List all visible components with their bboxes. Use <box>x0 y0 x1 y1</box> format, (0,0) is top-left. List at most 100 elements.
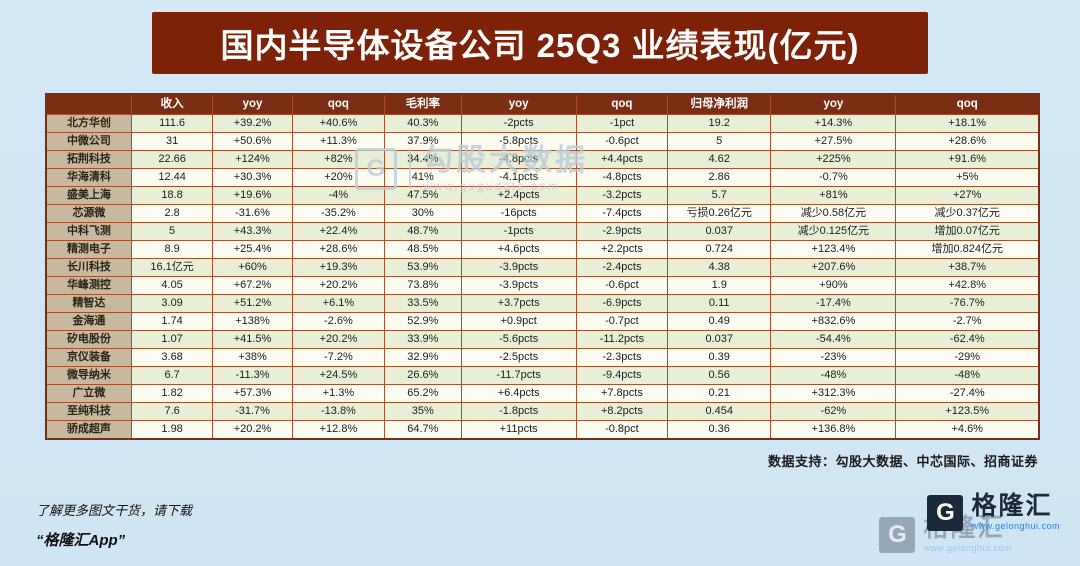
table-row: 金海通 1.74 +138% -2.6% 52.9% +0.9pct -0.7pct 0.49… <box>45 312 1040 331</box>
data-cell: 30% <box>384 204 462 223</box>
company-name: 中科飞测 <box>45 222 132 241</box>
data-cell: +39.2% <box>212 114 293 133</box>
data-cell: 2.86 <box>667 168 772 187</box>
column-header: qoq <box>575 93 669 115</box>
data-cell: +8.2pcts <box>575 402 669 421</box>
data-cell: 1.07 <box>130 330 214 349</box>
data-source-note: 数据支持：勾股大数据、中芯国际、招商证券 <box>767 454 1038 469</box>
results-table: 收入 yoy qoq 毛利率 yoy qoq 归母净利润 yoy qoq 北方华创 111.6 +3… <box>45 93 1040 440</box>
data-cell: -9.4pcts <box>575 366 669 385</box>
data-cell: 16.1亿元 <box>130 258 214 277</box>
data-cell: 0.037 <box>667 330 772 349</box>
data-cell: +60% <box>212 258 293 277</box>
company-name: 芯源微 <box>45 204 132 223</box>
data-cell: 73.8% <box>384 276 462 295</box>
data-cell: -0.7% <box>770 168 897 187</box>
table-row: 中微公司 31 +50.6% +11.3% 37.9% -5.8pcts -0.6pct 5 +… <box>45 132 1040 151</box>
column-header: qoq <box>291 93 386 115</box>
page-title: 国内半导体设备公司 25Q3 业绩表现(亿元) <box>152 12 928 74</box>
data-cell: +20.2% <box>291 330 386 349</box>
data-cell: 0.454 <box>667 402 772 421</box>
data-cell: 6.7 <box>130 366 214 385</box>
company-name: 拓荆科技 <box>45 150 132 169</box>
data-cell: +43.3% <box>212 222 293 241</box>
column-header: yoy <box>460 93 577 115</box>
data-cell: -16pcts <box>460 204 577 223</box>
company-name: 长川科技 <box>45 258 132 277</box>
data-cell: -4.8pcts <box>575 168 669 187</box>
company-name: 金海通 <box>45 312 132 331</box>
company-name: 微导纳米 <box>45 366 132 385</box>
data-cell: 48.7% <box>384 222 462 241</box>
data-cell: 减少0.125亿元 <box>770 222 897 241</box>
column-header: 归母净利润 <box>667 93 772 115</box>
data-cell: -54.4% <box>770 330 897 349</box>
data-cell: -11.7pcts <box>460 366 577 385</box>
data-cell: +1.3% <box>291 384 386 403</box>
data-cell: 增加0.824亿元 <box>895 240 1040 259</box>
data-cell: -27.4% <box>895 384 1040 403</box>
data-cell: 65.2% <box>384 384 462 403</box>
data-cell: +40.6% <box>291 114 386 133</box>
data-cell: -1pct <box>575 114 669 133</box>
column-header: yoy <box>770 93 897 115</box>
company-name: 北方华创 <box>45 114 132 133</box>
data-cell: 64.7% <box>384 420 462 440</box>
data-cell: 33.9% <box>384 330 462 349</box>
data-cell: -3.2pcts <box>575 186 669 205</box>
data-cell: -76.7% <box>895 294 1040 313</box>
data-cell: -23% <box>770 348 897 367</box>
data-cell: +124% <box>212 150 293 169</box>
data-cell: 33.5% <box>384 294 462 313</box>
data-cell: 0.36 <box>667 420 772 440</box>
data-cell: +225% <box>770 150 897 169</box>
table-row: 华海清科 12.44 +30.3% +20% 41% -4.1pcts -4.8pcts 2.… <box>45 168 1040 187</box>
data-cell: +51.2% <box>212 294 293 313</box>
data-cell: 48.5% <box>384 240 462 259</box>
column-header: 毛利率 <box>384 93 462 115</box>
data-cell: +20.2% <box>212 420 293 440</box>
data-cell: 35% <box>384 402 462 421</box>
data-cell: 1.9 <box>667 276 772 295</box>
data-cell: -62% <box>770 402 897 421</box>
data-cell: 5 <box>130 222 214 241</box>
data-cell: -17.4% <box>770 294 897 313</box>
data-cell: +90% <box>770 276 897 295</box>
table-row: 精智达 3.09 +51.2% +6.1% 33.5% +3.7pcts -6.9pcts 0… <box>45 294 1040 313</box>
company-name: 矽电股份 <box>45 330 132 349</box>
gelonghui-logo-url: www.gelonghui.com <box>923 543 1012 553</box>
data-cell: -31.7% <box>212 402 293 421</box>
data-cell: -2.9pcts <box>575 222 669 241</box>
data-cell: -0.6pct <box>575 132 669 151</box>
data-cell: +4.6% <box>895 420 1040 440</box>
data-cell: +42.8% <box>895 276 1040 295</box>
data-cell: +7.8pcts <box>575 384 669 403</box>
data-cell: -35.2% <box>291 204 386 223</box>
data-cell: +82% <box>291 150 386 169</box>
data-cell: +4.4pcts <box>575 150 669 169</box>
data-cell: -31.6% <box>212 204 293 223</box>
data-cell: 0.037 <box>667 222 772 241</box>
table-row: 盛美上海 18.8 +19.6% -4% 47.5% +2.4pcts -3.2pcts 5.… <box>45 186 1040 205</box>
data-cell: +41.5% <box>212 330 293 349</box>
table-row: 微导纳米 6.7 -11.3% +24.5% 26.6% -11.7pcts -9.4pct… <box>45 366 1040 385</box>
gelonghui-logo-name: 格隆汇 <box>971 492 1053 520</box>
data-cell: +28.6% <box>895 132 1040 151</box>
company-name: 至纯科技 <box>45 402 132 421</box>
data-cell: -1pcts <box>460 222 577 241</box>
data-cell: +27% <box>895 186 1040 205</box>
table-row: 北方华创 111.6 +39.2% +40.6% 40.3% -2pcts -1pct 19.… <box>45 114 1040 133</box>
data-cell: 26.6% <box>384 366 462 385</box>
data-cell: +5% <box>895 168 1040 187</box>
data-cell: 0.49 <box>667 312 772 331</box>
data-cell: 4.38 <box>667 258 772 277</box>
table-row: 广立微 1.82 +57.3% +1.3% 65.2% +6.4pcts +7.8pcts 0… <box>45 384 1040 403</box>
data-cell: -2.4pcts <box>575 258 669 277</box>
company-name: 骄成超声 <box>45 420 132 440</box>
data-cell: +28.6% <box>291 240 386 259</box>
data-cell: -1.8pcts <box>460 402 577 421</box>
data-cell: -11.3% <box>212 366 293 385</box>
data-cell: 47.5% <box>384 186 462 205</box>
gelonghui-logo-icon: G <box>927 494 964 531</box>
